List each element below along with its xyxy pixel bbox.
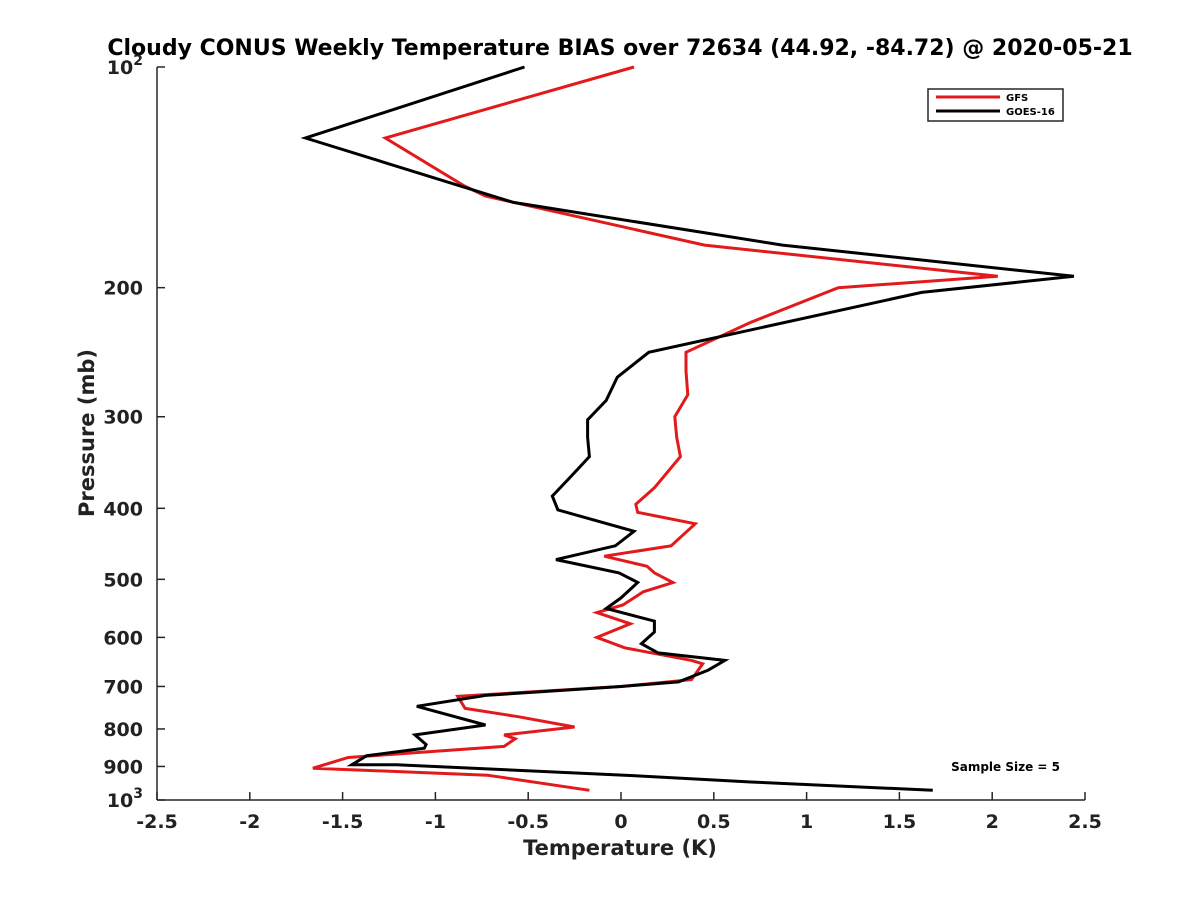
y-tick-label: 900	[103, 756, 143, 778]
legend: GFS GOES-16	[927, 88, 1064, 122]
x-tick-label: -2	[239, 811, 260, 833]
x-tick-label: 0	[614, 811, 627, 833]
x-tick-label: 1	[800, 811, 813, 833]
x-tick-label: 1.5	[883, 811, 917, 833]
x-tick-label: 0.5	[697, 811, 731, 833]
sample-size-annotation: Sample Size = 5	[951, 760, 1060, 774]
series-layer	[300, 65, 1075, 792]
y-tick-label: 102	[107, 53, 143, 79]
x-tick-label: -1	[425, 811, 446, 833]
y-tick-label: 500	[103, 569, 143, 591]
y-tick-label: 300	[103, 407, 143, 429]
legend-label: GFS	[1006, 93, 1028, 104]
x-tick-label: 2	[986, 811, 999, 833]
y-tick-label: 600	[103, 627, 143, 649]
series-line-gfs	[312, 65, 998, 792]
x-tick-label: -0.5	[507, 811, 549, 833]
axes: -2.5 -2 -1.5 -1 -0.5 0 0.5 1 1.5 2 2.5 102 200 300 400…	[103, 53, 1102, 833]
x-tick-label: -2.5	[136, 811, 178, 833]
y-tick-label: 200	[103, 278, 143, 300]
y-tick-label: 800	[103, 719, 143, 741]
x-tick-label: -1.5	[322, 811, 364, 833]
y-tick-label: 103	[107, 786, 143, 812]
y-tick-label: 700	[103, 676, 143, 698]
legend-box	[927, 88, 1064, 122]
y-axis-label: Pressure (mb)	[75, 349, 99, 517]
x-axis-label: Temperature (K)	[523, 836, 717, 860]
y-tick-label: 400	[103, 498, 143, 520]
x-tick-label: 2.5	[1068, 811, 1102, 833]
series-line-goes-16	[300, 65, 1075, 792]
legend-label: GOES-16	[1006, 107, 1055, 118]
chart-title: Cloudy CONUS Weekly Temperature BIAS ove…	[107, 36, 1132, 61]
